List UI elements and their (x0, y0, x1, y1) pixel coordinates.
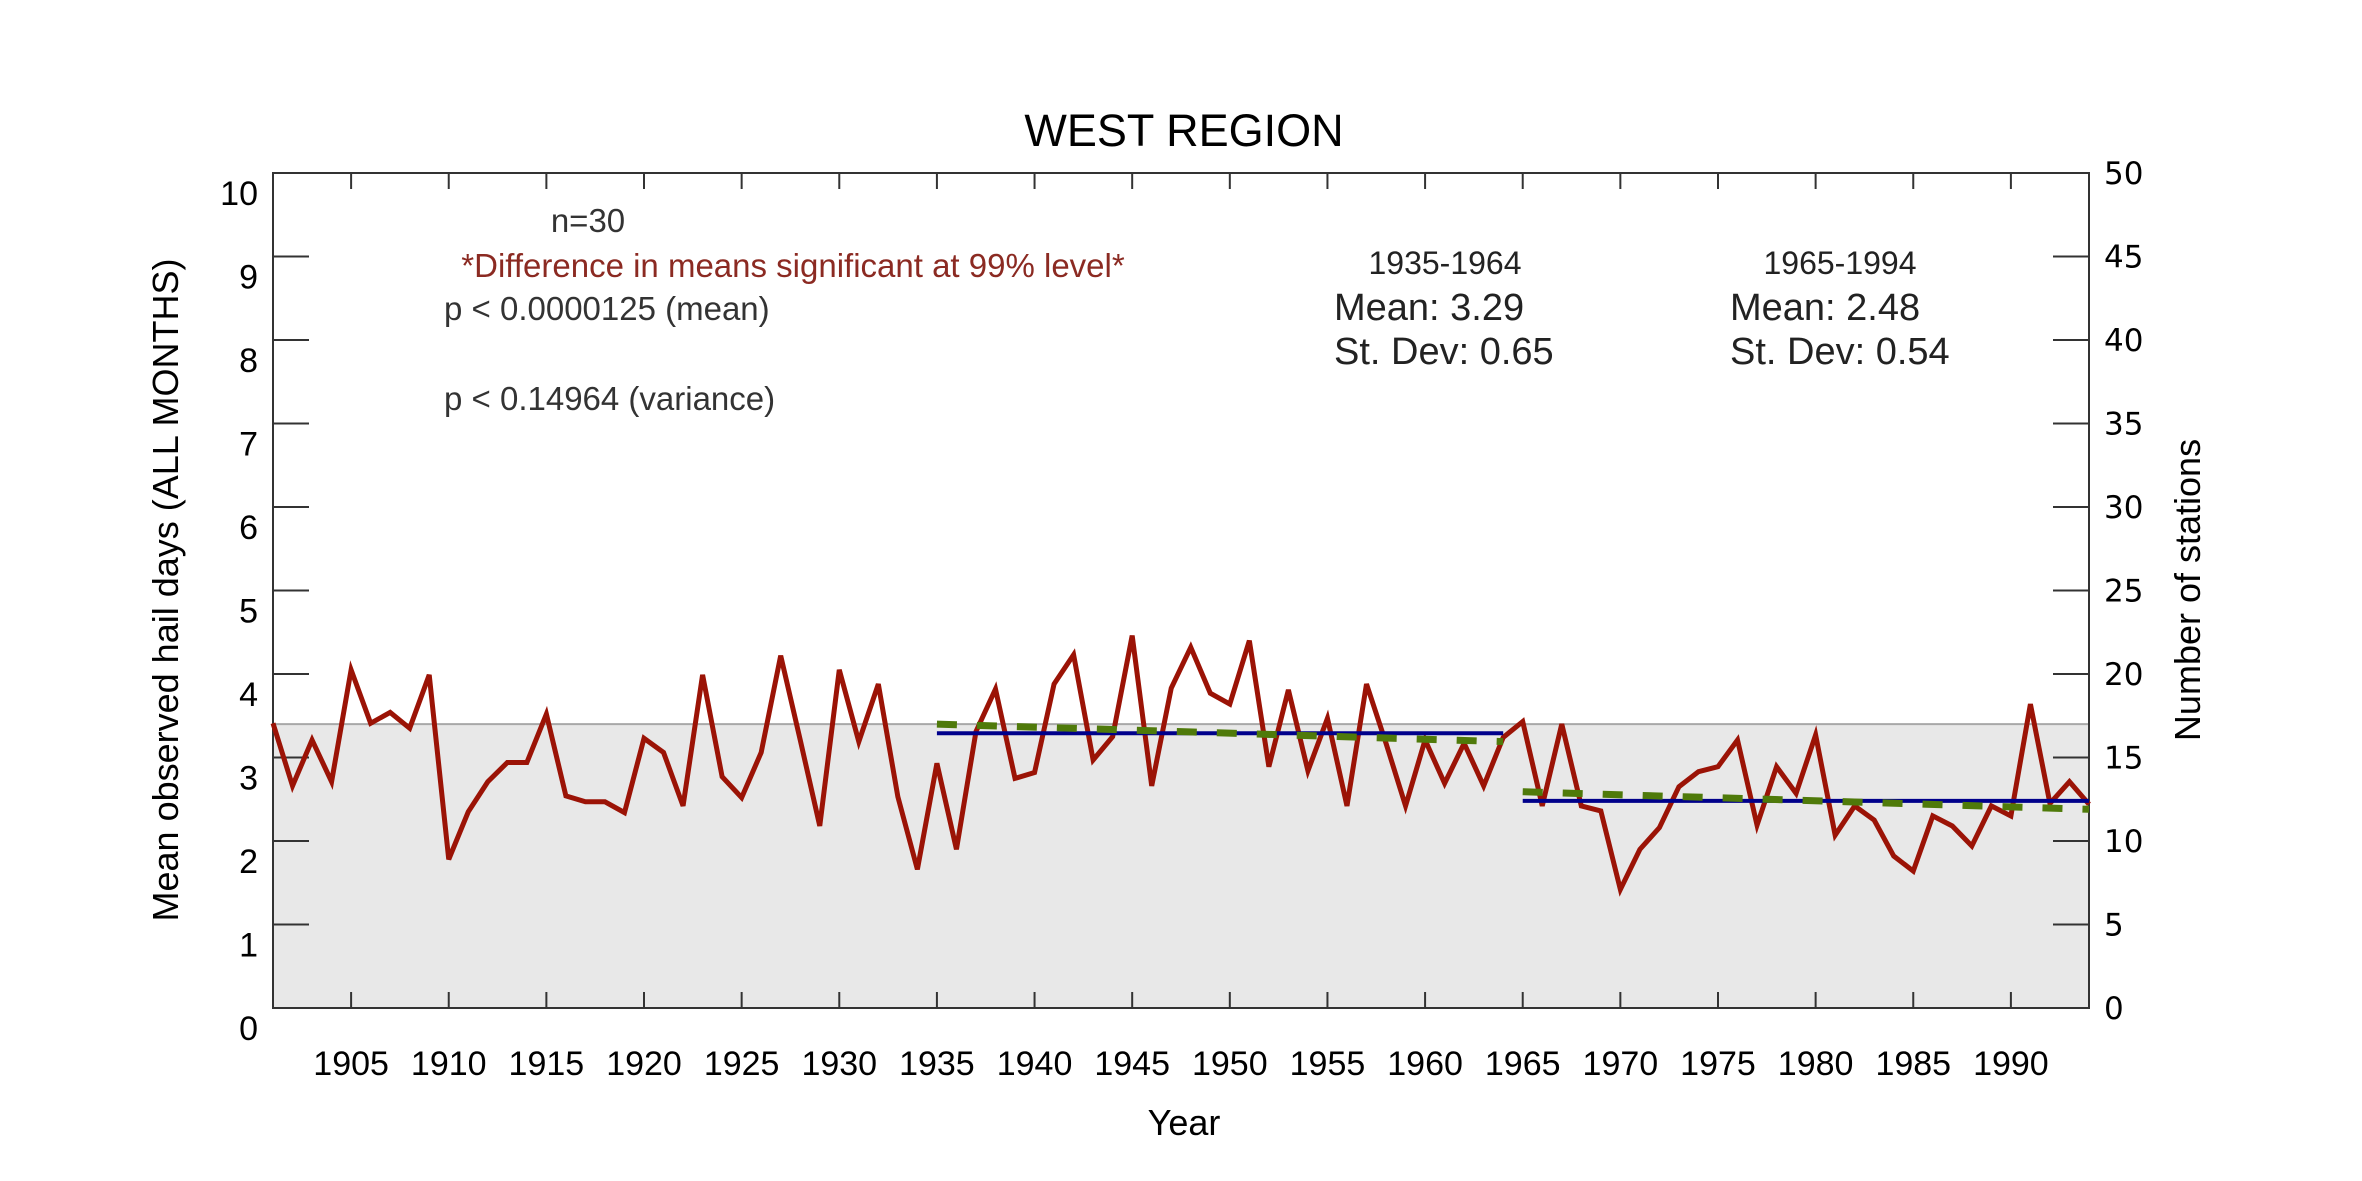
y-tick-label-left: 8 (239, 342, 258, 380)
trend-line (936, 720, 1504, 746)
trend-line (1522, 788, 2090, 813)
y-tick-label-left: 0 (239, 1010, 258, 1048)
annotation-n: n=30 (551, 202, 625, 239)
x-tick-label: 1965 (1485, 1045, 1561, 1083)
y-tick-label-left: 5 (239, 593, 258, 631)
x-tick-label: 1985 (1875, 1045, 1951, 1083)
y-tick-label-right: 45 (2104, 240, 2143, 276)
y-tick-label-left: 10 (220, 175, 258, 213)
x-tick-label: 1980 (1778, 1045, 1854, 1083)
y-tick-label-right: 30 (2104, 490, 2143, 526)
period2-mean: Mean: 2.48 (1730, 287, 1920, 329)
stations-area-layer (273, 723, 2089, 1008)
y-tick-label-right: 20 (2104, 657, 2143, 693)
y-tick-label-left: 4 (239, 676, 258, 714)
x-tick-label: 1945 (1094, 1045, 1170, 1083)
ticks-layer: 1905 1910 1915 1920 1925 1930 1935 1940 1945 1950… (220, 156, 2143, 1083)
x-axis-title: Year (1148, 1102, 1221, 1143)
stations-area (273, 724, 2089, 1008)
annotation-significance: *Difference in means significant at 99% … (461, 247, 1125, 284)
annotation-p-variance: p < 0.14964 (variance) (444, 380, 775, 417)
x-tick-label: 1940 (997, 1045, 1073, 1083)
lines-layer (270, 635, 2091, 897)
y-tick-label-left: 7 (239, 426, 258, 464)
x-tick-label: 1925 (704, 1045, 780, 1083)
period1-mean: Mean: 3.29 (1334, 287, 1524, 329)
x-tick-label: 1920 (606, 1045, 682, 1083)
period2-label: 1965-1994 (1763, 245, 1916, 281)
x-tick-label: 1975 (1680, 1045, 1756, 1083)
y-tick-label-right: 10 (2104, 824, 2143, 860)
chart-title: WEST REGION (1024, 105, 1343, 156)
x-tick-label: 1955 (1290, 1045, 1366, 1083)
y-tick-label-right: 5 (2104, 908, 2124, 944)
y-tick-label-left: 6 (239, 509, 258, 547)
x-tick-label: 1910 (411, 1045, 487, 1083)
x-tick-label: 1990 (1973, 1045, 2049, 1083)
y-tick-label-right: 0 (2104, 991, 2124, 1027)
y-axis-title-right: Number of stations (2167, 439, 2208, 741)
y-tick-label-left: 9 (239, 259, 258, 297)
y-tick-label-right: 25 (2104, 574, 2143, 610)
x-tick-label: 1905 (313, 1045, 389, 1083)
y-tick-label-left: 2 (239, 843, 258, 881)
y-tick-label-left: 3 (239, 760, 258, 798)
annotation-p-mean: p < 0.0000125 (mean) (444, 290, 770, 327)
period2-stdev: St. Dev: 0.54 (1730, 331, 1950, 373)
y-tick-label-right: 40 (2104, 323, 2143, 359)
period1-stdev: St. Dev: 0.65 (1334, 331, 1554, 373)
y-tick-label-right: 35 (2104, 407, 2143, 443)
y-tick-label-right: 15 (2104, 741, 2143, 777)
x-tick-label: 1935 (899, 1045, 975, 1083)
x-tick-label: 1950 (1192, 1045, 1268, 1083)
x-tick-label: 1960 (1387, 1045, 1463, 1083)
y-axis-title-left: Mean observed hail days (ALL MONTHS) (145, 259, 186, 922)
x-tick-label: 1930 (801, 1045, 877, 1083)
hail-days-line (270, 635, 2091, 897)
x-tick-label: 1970 (1583, 1045, 1659, 1083)
x-tick-label: 1915 (509, 1045, 585, 1083)
period1-label: 1935-1964 (1368, 245, 1521, 281)
y-tick-label-left: 1 (239, 927, 258, 965)
y-tick-label-right: 50 (2104, 156, 2143, 192)
